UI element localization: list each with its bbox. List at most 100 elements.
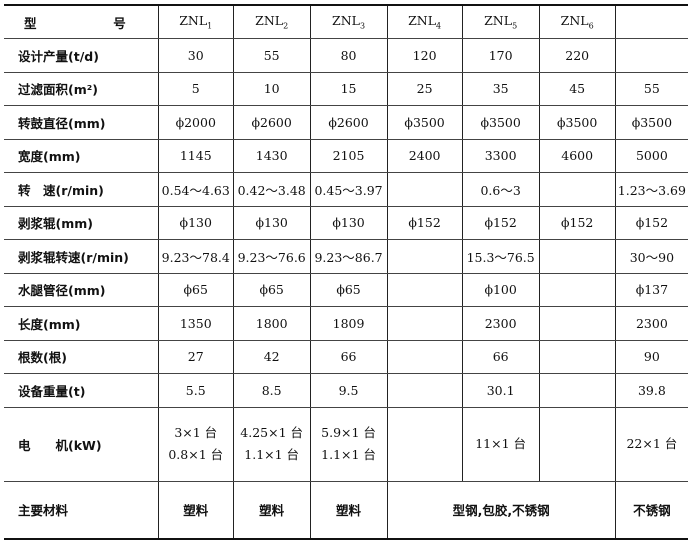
table-cell xyxy=(538,373,616,408)
row-label: 转 速(r/min) xyxy=(4,172,159,207)
row-label: 水腿管径(mm) xyxy=(4,273,159,307)
table-cell: 1809 xyxy=(309,306,387,341)
table-cell xyxy=(386,340,463,374)
row-label: 剥浆辊转速(r/min) xyxy=(4,239,159,274)
table-cell: 0.45～3.97 xyxy=(309,172,387,207)
row-label: 主要材料 xyxy=(4,481,159,540)
table-cell: ϕ2600 xyxy=(309,105,387,140)
table-cell xyxy=(386,306,463,341)
table-cell: 1350 xyxy=(157,306,234,341)
table-cell: 9.23～76.6 xyxy=(232,239,311,274)
table-row: 长度(mm) 1350 1800 1809 2300 2300 xyxy=(4,306,688,341)
model-header: ZNL2 xyxy=(232,4,311,39)
table-row: 过滤面积(m²) 5 10 15 25 35 45 55 xyxy=(4,72,688,106)
table-row: 宽度(mm) 1145 1430 2105 2400 3300 4600 5000 xyxy=(4,139,688,173)
table-cell: 55 xyxy=(614,72,688,106)
table-cell: ϕ2000 xyxy=(157,105,234,140)
table-cell: 66 xyxy=(309,340,387,374)
cell-line: 3×1 台 xyxy=(174,425,218,440)
table-cell: 9.23～78.4 xyxy=(157,239,234,274)
row-label: 电 机(kW) xyxy=(4,407,159,482)
table-cell xyxy=(538,172,616,207)
table-cell xyxy=(386,172,463,207)
table-cell: 8.5 xyxy=(232,373,311,408)
table-cell: 1800 xyxy=(232,306,311,341)
table-cell: ϕ100 xyxy=(461,273,540,307)
spec-table: 型号 ZNL1 ZNL2 ZNL3 ZNL4 ZNL5 ZNL6 设计产量(t/d) 30 5… xyxy=(4,4,688,540)
table-cell: 39.8 xyxy=(614,373,688,408)
table-cell: 3×1 台 0.8×1 台 xyxy=(157,407,234,482)
table-cell: ϕ152 xyxy=(461,206,540,240)
table-cell xyxy=(538,407,616,482)
table-cell: 2105 xyxy=(309,139,387,173)
table-cell: 不锈钢 xyxy=(614,481,688,540)
model-header: ZNL6 xyxy=(538,4,616,39)
table-cell: 0.42～3.48 xyxy=(232,172,311,207)
table-row: 设计产量(t/d) 30 55 80 120 170 220 xyxy=(4,38,688,73)
table-cell xyxy=(538,239,616,274)
table-cell: 170 xyxy=(461,38,540,73)
table-cell: 5.9×1 台 1.1×1 台 xyxy=(309,407,387,482)
table-cell: 9.23～86.7 xyxy=(309,239,387,274)
cell-line: 1.1×1 台 xyxy=(244,447,300,462)
motor-row: 电 机(kW) 3×1 台 0.8×1 台 4.25×1 台 1.1×1 台 5.9×1 … xyxy=(4,407,688,482)
table-cell xyxy=(386,273,463,307)
row-label: 根数(根) xyxy=(4,340,159,374)
table-cell: ϕ130 xyxy=(232,206,311,240)
table-cell: 4.25×1 台 1.1×1 台 xyxy=(232,407,311,482)
row-label: 设备重量(t) xyxy=(4,373,159,408)
table-cell: ϕ152 xyxy=(386,206,463,240)
table-cell: 5.5 xyxy=(157,373,234,408)
table-cell: 25 xyxy=(386,72,463,106)
table-cell xyxy=(386,373,463,408)
model-header: ZNL5 xyxy=(461,4,540,39)
cell-line: 11×1 台 xyxy=(475,436,527,451)
table-cell xyxy=(386,239,463,274)
table-cell: ϕ152 xyxy=(614,206,688,240)
model-header: ZNL1 xyxy=(157,4,234,39)
table-cell: 2400 xyxy=(386,139,463,173)
table-row: 设备重量(t) 5.5 8.5 9.5 30.1 39.8 xyxy=(4,373,688,408)
model-header: ZNL3 xyxy=(309,4,387,39)
table-cell: 1.23～3.69 xyxy=(614,172,688,207)
table-row: 剥浆辊(mm) ϕ130 ϕ130 ϕ130 ϕ152 ϕ152 ϕ152 ϕ152 xyxy=(4,206,688,240)
table-cell: ϕ2600 xyxy=(232,105,311,140)
table-row: 剥浆辊转速(r/min) 9.23～78.4 9.23～76.6 9.23～86.7 1… xyxy=(4,239,688,274)
table-cell: 35 xyxy=(461,72,540,106)
table-cell: 塑料 xyxy=(157,481,234,540)
row-label: 设计产量(t/d) xyxy=(4,38,159,73)
table-cell: 10 xyxy=(232,72,311,106)
table-cell: 塑料 xyxy=(232,481,311,540)
table-row: 转 速(r/min) 0.54～4.63 0.42～3.48 0.45～3.97 0.6… xyxy=(4,172,688,207)
table-cell: 30～90 xyxy=(614,239,688,274)
table-cell: 1145 xyxy=(157,139,234,173)
table-cell: ϕ3500 xyxy=(461,105,540,140)
table-cell: ϕ130 xyxy=(157,206,234,240)
table-cell: 4600 xyxy=(538,139,616,173)
table-cell: ϕ130 xyxy=(309,206,387,240)
header-row: 型号 ZNL1 ZNL2 ZNL3 ZNL4 ZNL5 ZNL6 xyxy=(4,4,688,39)
row-label: 转鼓直径(mm) xyxy=(4,105,159,140)
table-cell xyxy=(614,38,688,73)
row-label: 过滤面积(m²) xyxy=(4,72,159,106)
table-cell: 30.1 xyxy=(461,373,540,408)
table-cell: 220 xyxy=(538,38,616,73)
table-cell: 30 xyxy=(157,38,234,73)
table-cell xyxy=(386,407,463,482)
table-cell xyxy=(538,340,616,374)
table-cell: ϕ3500 xyxy=(386,105,463,140)
table-cell: 42 xyxy=(232,340,311,374)
table-cell: 5 xyxy=(157,72,234,106)
table-cell: 0.6～3 xyxy=(461,172,540,207)
table-cell xyxy=(538,306,616,341)
table-cell: 型钢,包胶,不锈钢 xyxy=(386,481,616,540)
table-cell: 22×1 台 xyxy=(614,407,688,482)
table-cell: 塑料 xyxy=(309,481,387,540)
table-cell xyxy=(538,273,616,307)
cell-line: 0.8×1 台 xyxy=(168,447,224,462)
table-cell: ϕ3500 xyxy=(614,105,688,140)
row-label: 宽度(mm) xyxy=(4,139,159,173)
table-cell: 0.54～4.63 xyxy=(157,172,234,207)
table-cell: 9.5 xyxy=(309,373,387,408)
cell-line: 4.25×1 台 xyxy=(240,425,304,440)
